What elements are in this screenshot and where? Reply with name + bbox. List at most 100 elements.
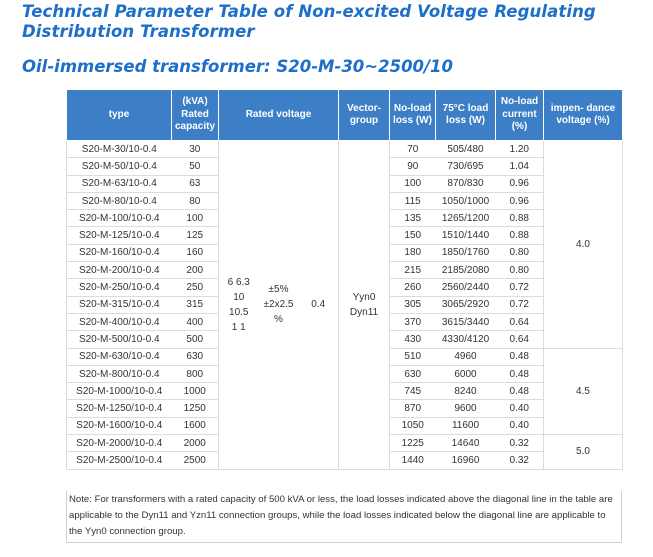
capacity-cell: 200 xyxy=(171,261,219,280)
table-row: S20-M-80/10-0.4 80 115 1050/1000 0.96 xyxy=(66,192,623,211)
no-load-loss-cell: 150 xyxy=(389,226,436,245)
no-load-loss-cell: 260 xyxy=(389,278,436,297)
load-loss-cell: 1265/1200 xyxy=(435,209,496,228)
capacity-cell: 315 xyxy=(171,296,219,314)
header-rated-voltage: Rated voltage xyxy=(218,89,339,141)
load-loss-cell: 505/480 xyxy=(435,140,496,159)
type-cell: S20-M-1250/10-0.4 xyxy=(66,399,172,418)
no-load-current-cell: 0.80 xyxy=(495,244,544,263)
table-row: S20-M-50/10-0.4 50 90 730/695 1.04 xyxy=(66,157,623,176)
no-load-loss-cell: 370 xyxy=(389,313,436,332)
table-row: S20-M-63/10-0.4 63 100 870/830 0.96 xyxy=(66,175,623,193)
type-cell: S20-M-1000/10-0.4 xyxy=(66,382,172,401)
no-load-current-cell: 0.88 xyxy=(495,226,544,245)
no-load-current-cell: 0.72 xyxy=(495,278,544,297)
type-cell: S20-M-80/10-0.4 xyxy=(66,192,172,211)
no-load-loss-cell: 510 xyxy=(389,348,436,366)
table-row: S20-M-315/10-0.4 315 305 3065/2920 0.72 xyxy=(66,296,623,314)
impedance-cell: 4.5 xyxy=(543,348,623,436)
capacity-cell: 80 xyxy=(171,192,219,211)
no-load-loss-cell: 135 xyxy=(389,209,436,228)
table-row: S20-M-400/10-0.4 400 370 3615/3440 0.64 xyxy=(66,313,623,332)
no-load-current-cell: 1.04 xyxy=(495,157,544,176)
load-loss-cell: 4960 xyxy=(435,348,496,366)
parameter-table: type (kVA) Rated capacity Rated voltage … xyxy=(66,89,623,470)
no-load-current-cell: 0.48 xyxy=(495,348,544,366)
no-load-loss-cell: 180 xyxy=(389,244,436,263)
type-cell: S20-M-200/10-0.4 xyxy=(66,261,172,280)
type-cell: S20-M-250/10-0.4 xyxy=(66,278,172,297)
load-loss-cell: 9600 xyxy=(435,399,496,418)
table-row: S20-M-630/10-0.4 630 510 4960 0.48 4.5 xyxy=(66,348,623,436)
footnote: Note: For transformers with a rated capa… xyxy=(66,491,622,543)
table-row: S20-M-1000/10-0.4 1000 745 8240 0.48 xyxy=(66,382,623,401)
load-loss-cell: 2185/2080 xyxy=(435,261,496,280)
no-load-current-cell: 0.48 xyxy=(495,382,544,401)
header-capacity: (kVA) Rated capacity xyxy=(171,89,219,141)
header-vector-group: Vector-group xyxy=(338,89,390,141)
no-load-current-cell: 1.20 xyxy=(495,140,544,159)
no-load-current-cell: 0.48 xyxy=(495,365,544,384)
type-cell: S20-M-160/10-0.4 xyxy=(66,244,172,263)
document-subtitle: Oil-immersed transformer: S20-M-30~2500/… xyxy=(22,57,454,76)
load-loss-cell: 1050/1000 xyxy=(435,192,496,211)
type-cell: S20-M-125/10-0.4 xyxy=(66,226,172,245)
capacity-cell: 100 xyxy=(171,209,219,228)
load-loss-cell: 1510/1440 xyxy=(435,226,496,245)
document-title: Technical Parameter Table of Non-excited… xyxy=(22,2,596,41)
no-load-current-cell: 0.64 xyxy=(495,313,544,332)
capacity-cell: 1250 xyxy=(171,399,219,418)
table-row: S20-M-250/10-0.4 250 260 2560/2440 0.72 xyxy=(66,278,623,297)
no-load-current-cell: 0.64 xyxy=(495,330,544,349)
no-load-current-cell: 0.32 xyxy=(495,451,544,470)
capacity-cell: 400 xyxy=(171,313,219,332)
type-cell: S20-M-100/10-0.4 xyxy=(66,209,172,228)
load-loss-cell: 870/830 xyxy=(435,175,496,193)
capacity-cell: 63 xyxy=(171,175,219,193)
type-cell: S20-M-630/10-0.4 xyxy=(66,348,172,366)
no-load-loss-cell: 1050 xyxy=(389,417,436,436)
type-cell: S20-M-500/10-0.4 xyxy=(66,330,172,349)
header-type: type xyxy=(66,89,172,141)
header-no-load-current: No-load current (%) xyxy=(495,89,544,141)
no-load-current-cell: 0.40 xyxy=(495,399,544,418)
table-row: S20-M-125/10-0.4 125 150 1510/1440 0.88 xyxy=(66,226,623,245)
load-loss-cell: 11600 xyxy=(435,417,496,436)
no-load-current-cell: 0.40 xyxy=(495,417,544,436)
table-row: S20-M-2500/10-0.4 2500 1440 16960 0.32 xyxy=(66,451,623,470)
capacity-cell: 2000 xyxy=(171,434,219,453)
no-load-loss-cell: 305 xyxy=(389,296,436,314)
header-no-load-loss: No-load loss (W) xyxy=(389,89,436,141)
load-loss-cell: 730/695 xyxy=(435,157,496,176)
no-load-loss-cell: 430 xyxy=(389,330,436,349)
capacity-cell: 50 xyxy=(171,157,219,176)
type-cell: S20-M-63/10-0.4 xyxy=(66,175,172,193)
load-loss-cell: 1850/1760 xyxy=(435,244,496,263)
no-load-loss-cell: 100 xyxy=(389,175,436,193)
table-row: S20-M-30/10-0.4 30 6 6.3 10 10.5 1 1 ±5% ±2… xyxy=(66,140,623,470)
lv-voltage-cell: 0.4 xyxy=(298,140,339,470)
impedance-cell: 4.0 xyxy=(543,140,623,349)
no-load-current-cell: 0.80 xyxy=(495,261,544,280)
table-row: S20-M-160/10-0.4 160 180 1850/1760 0.80 xyxy=(66,244,623,263)
load-loss-cell: 6000 xyxy=(435,365,496,384)
type-cell: S20-M-800/10-0.4 xyxy=(66,365,172,384)
capacity-cell: 250 xyxy=(171,278,219,297)
no-load-loss-cell: 115 xyxy=(389,192,436,211)
capacity-cell: 1600 xyxy=(171,417,219,436)
header-impedance: impen- dance voltage (%) xyxy=(543,89,623,141)
load-loss-cell: 2560/2440 xyxy=(435,278,496,297)
capacity-cell: 800 xyxy=(171,365,219,384)
no-load-loss-cell: 745 xyxy=(389,382,436,401)
no-load-current-cell: 0.96 xyxy=(495,192,544,211)
hv-voltage-cell: 6 6.3 10 10.5 1 1 xyxy=(218,140,259,470)
type-cell: S20-M-1600/10-0.4 xyxy=(66,417,172,436)
capacity-cell: 160 xyxy=(171,244,219,263)
tapping-range-cell: ±5% ±2x2.5 % xyxy=(258,140,299,470)
load-loss-cell: 3065/2920 xyxy=(435,296,496,314)
table-row: S20-M-800/10-0.4 800 630 6000 0.48 xyxy=(66,365,623,384)
table-row: S20-M-500/10-0.4 500 430 4330/4120 0.64 xyxy=(66,330,623,349)
no-load-loss-cell: 630 xyxy=(389,365,436,384)
no-load-current-cell: 0.72 xyxy=(495,296,544,314)
no-load-loss-cell: 870 xyxy=(389,399,436,418)
